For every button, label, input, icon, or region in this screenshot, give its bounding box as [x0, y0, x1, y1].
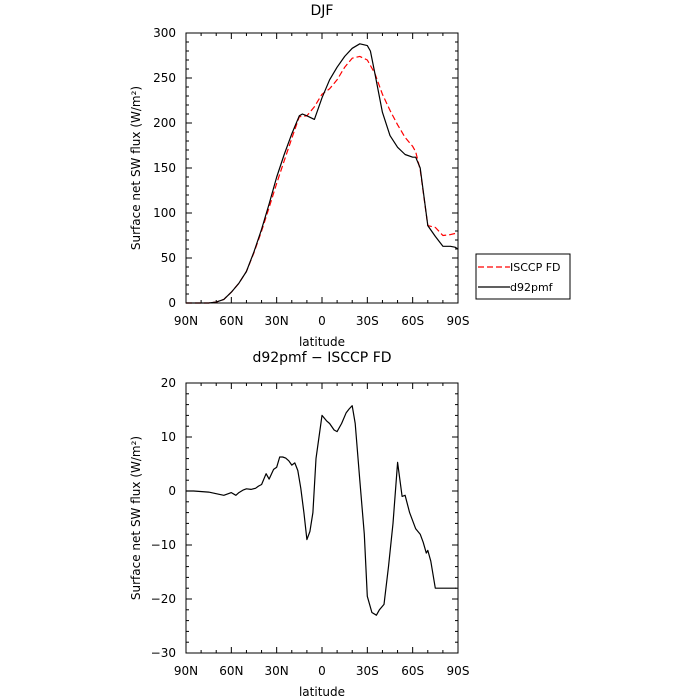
top-plot-frame	[185, 32, 459, 304]
top-y-tick-label: 250	[153, 71, 176, 85]
legend-box	[475, 253, 571, 300]
top-y-tick-label: 200	[153, 116, 176, 130]
top-series-group	[186, 43, 459, 304]
bottom-y-axis-label: Surface net SW flux (W/m²)	[129, 436, 143, 600]
top-panel: DJF 90N 60N 30N 0 30S 60S 90S 0 50 100 150 200 250 30…	[129, 3, 469, 349]
legend-label-isccp: ISCCP FD	[510, 261, 561, 274]
bottom-panel: d92pmf − ISCCP FD 90N 60N 30N 0 30S 60S 90S −30…	[129, 350, 470, 699]
bottom-y-tick-label: 0	[168, 484, 176, 498]
top-x-tick-label: 60S	[401, 314, 424, 328]
top-x-tick-label: 30S	[356, 314, 379, 328]
top-x-tick-label: 60N	[219, 314, 243, 328]
top-y-tick-label: 300	[153, 26, 176, 40]
bottom-x-tick-label: 30S	[356, 664, 379, 678]
top-y-tick-label: 50	[161, 251, 176, 265]
top-y-tick-label: 0	[168, 296, 176, 310]
top-x-axis-label: latitude	[299, 335, 345, 349]
bottom-panel-title: d92pmf − ISCCP FD	[252, 350, 391, 366]
top-y-tick-label: 150	[153, 161, 176, 175]
bottom-y-tick-label: −30	[151, 646, 176, 660]
bottom-x-tick-label: 90N	[174, 664, 198, 678]
top-y-axis-label: Surface net SW flux (W/m²)	[129, 86, 143, 250]
bottom-x-tick-label: 60S	[401, 664, 424, 678]
legend: ISCCP FD d92pmf	[475, 253, 571, 300]
bottom-y-tick-label: 20	[161, 376, 176, 390]
bottom-x-tick-label: 60N	[219, 664, 243, 678]
bottom-y-tick-label: 10	[161, 430, 176, 444]
bottom-x-axis-label: latitude	[299, 685, 345, 699]
bottom-x-tick-label: 90S	[447, 664, 470, 678]
bottom-series-group	[186, 405, 457, 616]
top-x-tick-label: 0	[318, 314, 326, 328]
bottom-plot-frame	[185, 382, 459, 654]
top-x-tick-label: 90S	[447, 314, 470, 328]
bottom-x-tick-label: 0	[318, 664, 326, 678]
bottom-y-tick-label: −20	[151, 592, 176, 606]
top-series-line-isccp-fd	[186, 55, 459, 304]
bottom-y-tick-label: −10	[151, 538, 176, 552]
bottom-series-line-difference	[186, 405, 457, 616]
top-axis-ticks: 90N 60N 30N 0 30S 60S 90S 0 50 100 150 200 250 300	[153, 26, 469, 328]
top-x-tick-label: 90N	[174, 314, 198, 328]
top-x-tick-label: 30N	[265, 314, 289, 328]
bottom-axis-ticks: 90N 60N 30N 0 30S 60S 90S −30 −20 −10 0 10 20	[151, 376, 470, 678]
top-series-line-d92pmf	[186, 43, 459, 304]
bottom-x-tick-label: 30N	[265, 664, 289, 678]
top-y-tick-label: 100	[153, 206, 176, 220]
legend-label-d92pmf: d92pmf	[510, 281, 554, 294]
top-panel-title: DJF	[311, 3, 334, 19]
